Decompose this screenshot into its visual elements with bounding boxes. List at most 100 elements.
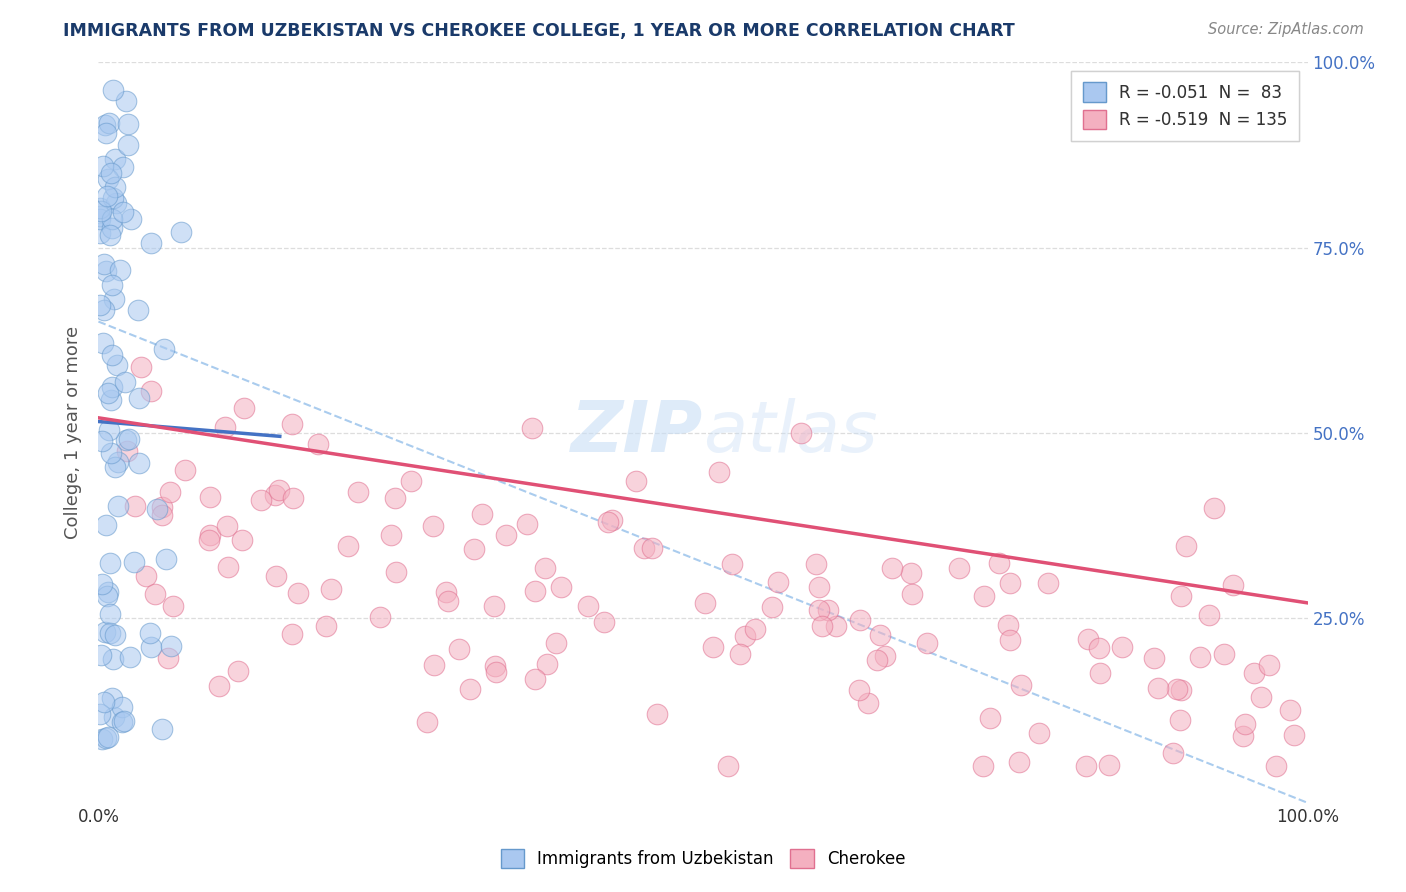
Point [267, 483, 290, 498]
Point [720, 558, 742, 572]
Point [1278, 703, 1301, 717]
Point [485, 665, 508, 680]
Point [347, 484, 370, 499]
Point [1170, 589, 1192, 603]
Point [93, 695, 115, 709]
Point [105, 358, 128, 372]
Point [534, 561, 557, 575]
Point [264, 569, 287, 583]
Point [97, 116, 120, 130]
Point [100, 691, 122, 706]
Point [112, 204, 135, 219]
Point [159, 485, 181, 500]
Point [495, 528, 517, 542]
Point [437, 593, 460, 607]
Point [385, 565, 408, 579]
Point [156, 650, 179, 665]
Point [94, 118, 117, 132]
Point [139, 236, 162, 251]
Point [463, 541, 485, 556]
Point [536, 657, 558, 672]
Point [707, 465, 730, 479]
Point [626, 474, 648, 488]
Point [1098, 758, 1121, 772]
Point [1010, 678, 1032, 692]
Point [124, 499, 146, 513]
Point [817, 603, 839, 617]
Point [89, 211, 111, 226]
Point [434, 585, 457, 599]
Point [97, 172, 120, 186]
Point [399, 474, 422, 488]
Point [89, 209, 111, 223]
Point [117, 117, 139, 131]
Point [1076, 758, 1098, 772]
Point [998, 632, 1021, 647]
Point [217, 560, 239, 574]
Point [117, 138, 139, 153]
Point [808, 603, 831, 617]
Point [115, 434, 138, 448]
Point [516, 516, 538, 531]
Point [150, 723, 173, 737]
Point [596, 515, 619, 529]
Point [633, 541, 655, 556]
Point [484, 659, 506, 673]
Point [695, 596, 717, 610]
Point [824, 619, 846, 633]
Text: Source: ZipAtlas.com: Source: ZipAtlas.com [1208, 22, 1364, 37]
Point [129, 360, 152, 375]
Point [128, 392, 150, 406]
Point [281, 417, 304, 431]
Point [1188, 650, 1211, 665]
Point [315, 619, 337, 633]
Point [233, 401, 256, 415]
Point [973, 589, 995, 603]
Point [593, 615, 616, 629]
Point [1250, 690, 1272, 705]
Point [97, 385, 120, 400]
Point [1111, 640, 1133, 655]
Point [114, 375, 136, 389]
Legend: Immigrants from Uzbekistan, Cherokee: Immigrants from Uzbekistan, Cherokee [494, 842, 912, 875]
Point [101, 348, 124, 362]
Point [471, 507, 494, 521]
Point [120, 212, 142, 227]
Point [89, 201, 111, 215]
Point [263, 488, 285, 502]
Point [97, 423, 120, 437]
Point [89, 204, 111, 219]
Point [321, 582, 343, 596]
Point [150, 500, 173, 514]
Point [766, 574, 789, 589]
Point [91, 159, 114, 173]
Point [101, 83, 124, 97]
Point [89, 298, 111, 312]
Y-axis label: College, 1 year or more: College, 1 year or more [65, 326, 83, 539]
Point [761, 600, 783, 615]
Point [93, 336, 115, 351]
Point [336, 540, 359, 554]
Point [139, 640, 162, 655]
Point [1147, 681, 1170, 695]
Point [1213, 647, 1236, 661]
Point [96, 189, 118, 203]
Point [856, 696, 879, 710]
Point [283, 491, 305, 505]
Point [94, 264, 117, 278]
Point [231, 533, 253, 547]
Point [744, 623, 766, 637]
Point [524, 672, 547, 686]
Point [135, 569, 157, 583]
Point [523, 583, 546, 598]
Point [90, 731, 112, 746]
Point [578, 599, 600, 614]
Point [550, 580, 572, 594]
Point [873, 649, 896, 664]
Point [1232, 729, 1254, 743]
Point [101, 277, 124, 292]
Point [416, 714, 439, 729]
Point [848, 682, 870, 697]
Point [90, 577, 112, 591]
Point [207, 679, 229, 693]
